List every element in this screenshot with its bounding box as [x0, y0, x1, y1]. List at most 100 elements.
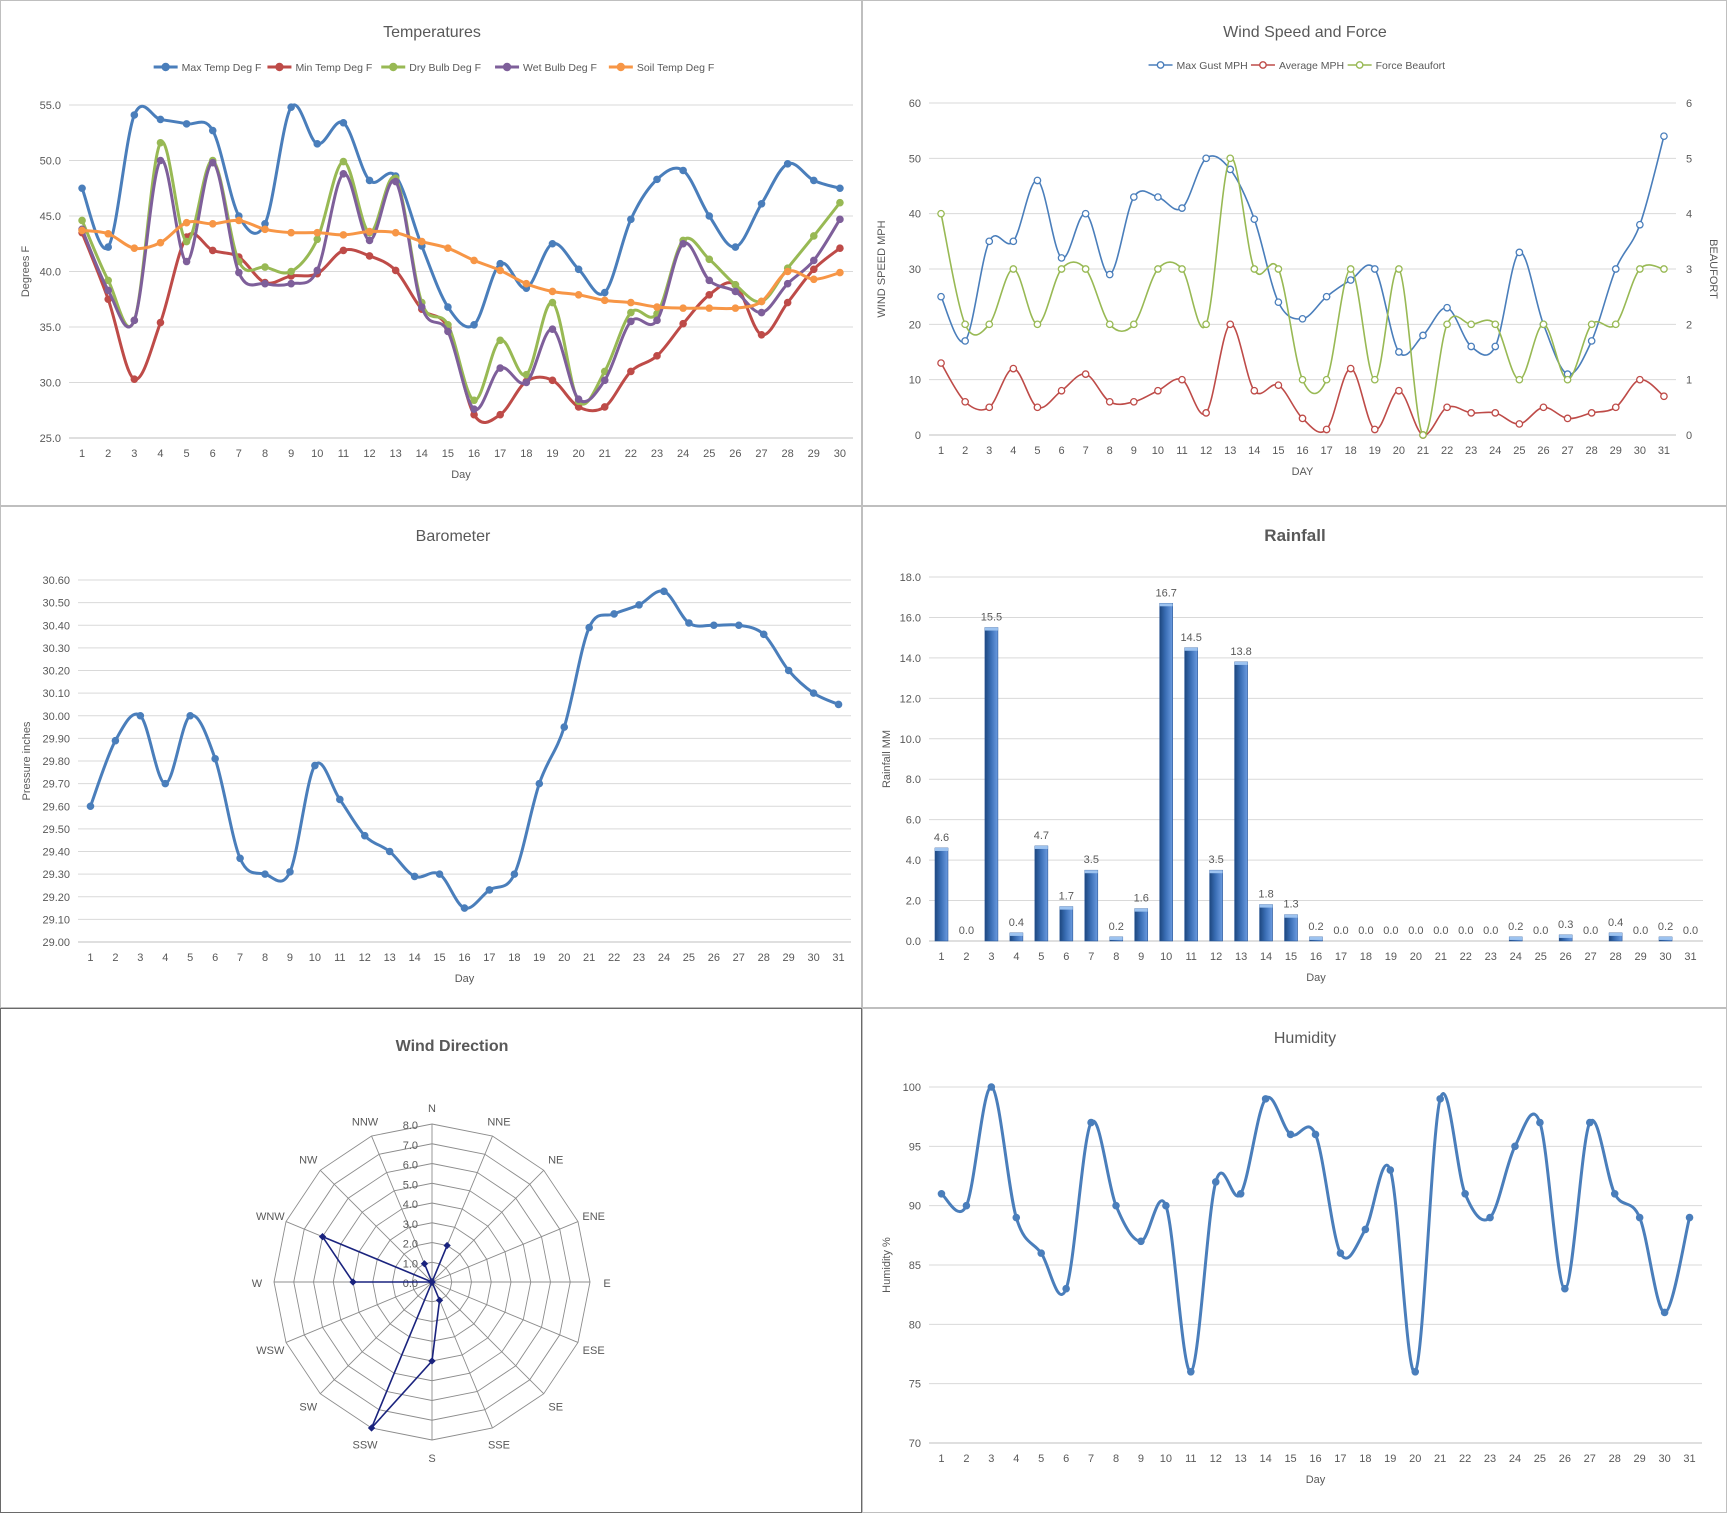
data-point [705, 212, 714, 220]
x-axis-title: DAY [1292, 466, 1314, 478]
legend-marker [502, 62, 512, 72]
legend-label: Force Beaufort [1376, 60, 1446, 72]
bar [1184, 647, 1198, 942]
y-tick-label: 29.30 [42, 869, 70, 881]
bar-cap [1234, 661, 1248, 665]
data-point [1012, 1213, 1021, 1222]
data-point [365, 236, 374, 245]
x-tick-label: 20 [558, 952, 570, 964]
legend-label: Average MPH [1279, 60, 1344, 72]
data-point [261, 263, 269, 271]
x-tick-label: 10 [1160, 951, 1172, 963]
data-point [679, 166, 687, 175]
x-tick-label: 31 [1658, 445, 1670, 457]
data-label: 0.2 [1109, 921, 1124, 933]
data-point [208, 126, 217, 135]
data-point [1087, 1118, 1095, 1127]
data-point [470, 256, 478, 265]
x-tick-label: 2 [105, 448, 111, 460]
direction-label: NW [299, 1154, 318, 1166]
data-point [136, 711, 145, 720]
data-point [627, 215, 635, 224]
x-tick-label: 16 [1296, 445, 1308, 457]
data-point [496, 364, 505, 372]
y-tick-label: 85 [909, 1260, 921, 1272]
data-point [418, 237, 426, 246]
direction-label: SE [548, 1402, 563, 1414]
series-line [940, 157, 1665, 436]
data-point [104, 286, 112, 295]
y2-tick-label: 3 [1686, 264, 1692, 276]
data-point [313, 235, 322, 244]
data-point [757, 199, 766, 208]
data-point [1436, 1095, 1444, 1103]
data-point [783, 160, 792, 168]
data-point [130, 111, 139, 119]
data-point [1211, 1178, 1220, 1186]
data-point [560, 723, 569, 731]
data-point [365, 176, 374, 185]
x-tick-label: 27 [1585, 951, 1597, 963]
data-point [336, 795, 344, 804]
x-tick-label: 18 [1359, 1453, 1371, 1465]
data-point [261, 279, 269, 288]
bar [1284, 914, 1298, 942]
radar-point [435, 1296, 444, 1304]
data-point [235, 216, 243, 225]
y-tick-label: 10.0 [900, 734, 921, 746]
bar [984, 627, 999, 942]
data-point [1539, 320, 1548, 329]
x-tick-label: 31 [1684, 951, 1696, 963]
x-tick-label: 19 [1369, 445, 1381, 457]
data-point [1636, 220, 1644, 229]
data-point [810, 265, 818, 274]
x-tick-label: 8 [262, 952, 268, 964]
radar-spoke [319, 1281, 433, 1395]
data-point [470, 405, 478, 413]
x-tick-label: 28 [1586, 445, 1598, 457]
data-point [460, 904, 469, 912]
x-axis-title: Day [1306, 1474, 1326, 1486]
data-point [985, 320, 994, 329]
x-tick-label: 22 [1459, 1453, 1471, 1465]
data-point [783, 267, 792, 276]
data-point [1298, 375, 1307, 384]
direction-label: ENE [582, 1211, 605, 1223]
x-tick-label: 4 [1013, 951, 1019, 963]
x-tick-label: 26 [1537, 445, 1549, 457]
bar [1034, 845, 1049, 942]
direction-label: NNW [352, 1116, 379, 1128]
x-tick-label: 21 [599, 448, 611, 460]
x-tick-label: 30 [1634, 445, 1646, 457]
data-point [391, 266, 400, 275]
y-tick-label: 29.00 [42, 937, 70, 949]
data-point [1226, 320, 1235, 329]
x-tick-label: 24 [1509, 1453, 1521, 1465]
data-point [1129, 193, 1138, 201]
radar-point [428, 1357, 436, 1365]
data-point [985, 237, 994, 246]
data-point [1611, 320, 1620, 329]
x-tick-label: 25 [703, 448, 715, 460]
x-tick-label: 2 [962, 445, 968, 457]
data-point [435, 870, 444, 878]
data-point [1370, 425, 1379, 434]
data-point [679, 304, 687, 312]
x-tick-label: 14 [1260, 951, 1272, 963]
x-tick-label: 30 [807, 952, 819, 964]
data-point [111, 736, 120, 745]
y-tick-label: 75 [909, 1379, 921, 1391]
data-point [1467, 342, 1476, 351]
data-label: 0.4 [1608, 917, 1623, 929]
x-tick-label: 5 [187, 952, 193, 964]
data-point [1062, 1284, 1070, 1293]
direction-label: E [603, 1278, 610, 1290]
data-point [1057, 254, 1066, 262]
data-label: 0.0 [1583, 925, 1598, 937]
data-label: 0.3 [1558, 919, 1573, 931]
x-tick-label: 8 [1113, 951, 1119, 963]
data-point [1336, 1249, 1345, 1257]
data-point [365, 227, 374, 236]
x-tick-label: 16 [468, 448, 480, 460]
data-point [574, 265, 583, 274]
